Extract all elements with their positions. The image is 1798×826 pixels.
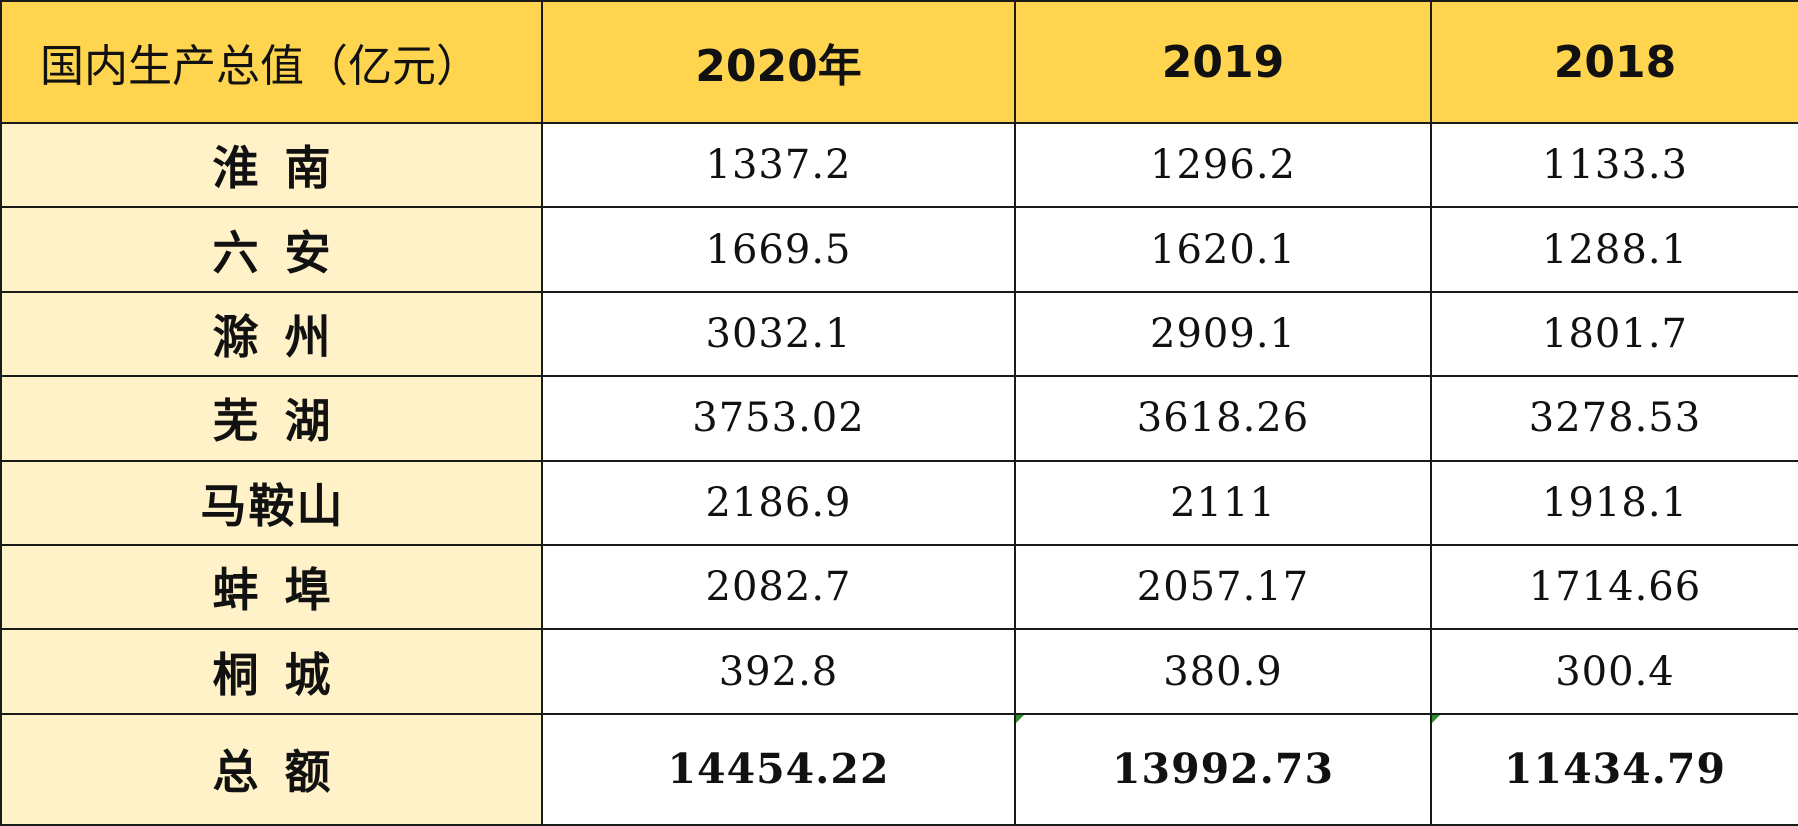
table-row: 淮南 1337.2 1296.2 1133.3 [0, 121, 1798, 209]
gdp-cell: 3278.53 [1430, 375, 1798, 462]
gdp-cell: 3032.1 [541, 290, 1016, 378]
gdp-cell: 392.8 [541, 628, 1016, 715]
gdp-cell: 1337.2 [541, 121, 1016, 209]
table-row: 六安 1669.5 1620.1 1288.1 [0, 206, 1798, 293]
header-year-2018: 2018 [1430, 0, 1798, 124]
gdp-cell: 2909.1 [1014, 290, 1432, 378]
gdp-cell: 3753.02 [541, 375, 1016, 462]
gdp-cell: 380.9 [1014, 628, 1432, 715]
city-name: 桐城 [0, 628, 543, 715]
table-row: 芜湖 3753.02 3618.26 3278.53 [0, 375, 1798, 462]
gdp-cell: 1288.1 [1430, 206, 1798, 293]
total-cell: 11434.79 [1430, 712, 1798, 826]
gdp-cell: 1801.7 [1430, 290, 1798, 378]
header-corner-label: 国内生产总值（亿元） [0, 0, 543, 124]
gdp-cell: 1620.1 [1014, 206, 1432, 293]
gdp-cell: 3618.26 [1014, 375, 1432, 462]
city-name: 芜湖 [0, 375, 543, 462]
gdp-cell: 2057.17 [1014, 543, 1432, 631]
total-cell: 13992.73 [1014, 712, 1432, 826]
table-row: 蚌埠 2082.7 2057.17 1714.66 [0, 543, 1798, 631]
total-label: 总额 [0, 712, 543, 826]
gdp-cell: 2186.9 [541, 459, 1016, 546]
gdp-cell: 1669.5 [541, 206, 1016, 293]
gdp-cell: 1918.1 [1430, 459, 1798, 546]
city-name: 淮南 [0, 121, 543, 209]
table-row: 马鞍山 2186.9 2111 1918.1 [0, 459, 1798, 546]
header-year-2020: 2020年 [541, 0, 1016, 124]
total-cell: 14454.22 [541, 712, 1016, 826]
table-row: 桐城 392.8 380.9 300.4 [0, 628, 1798, 715]
total-row: 总额 14454.22 13992.73 11434.79 [0, 712, 1798, 826]
header-year-2019: 2019 [1014, 0, 1432, 124]
gdp-cell: 1714.66 [1430, 543, 1798, 631]
city-name: 六安 [0, 206, 543, 293]
gdp-cell: 1133.3 [1430, 121, 1798, 209]
gdp-cell: 300.4 [1430, 628, 1798, 715]
gdp-cell: 1296.2 [1014, 121, 1432, 209]
header-row: 国内生产总值（亿元） 2020年 2019 2018 [0, 0, 1798, 124]
city-name: 马鞍山 [0, 459, 543, 546]
city-name: 蚌埠 [0, 543, 543, 631]
city-name: 滁州 [0, 290, 543, 378]
gdp-cell: 2111 [1014, 459, 1432, 546]
table-row: 滁州 3032.1 2909.1 1801.7 [0, 290, 1798, 378]
gdp-cell: 2082.7 [541, 543, 1016, 631]
